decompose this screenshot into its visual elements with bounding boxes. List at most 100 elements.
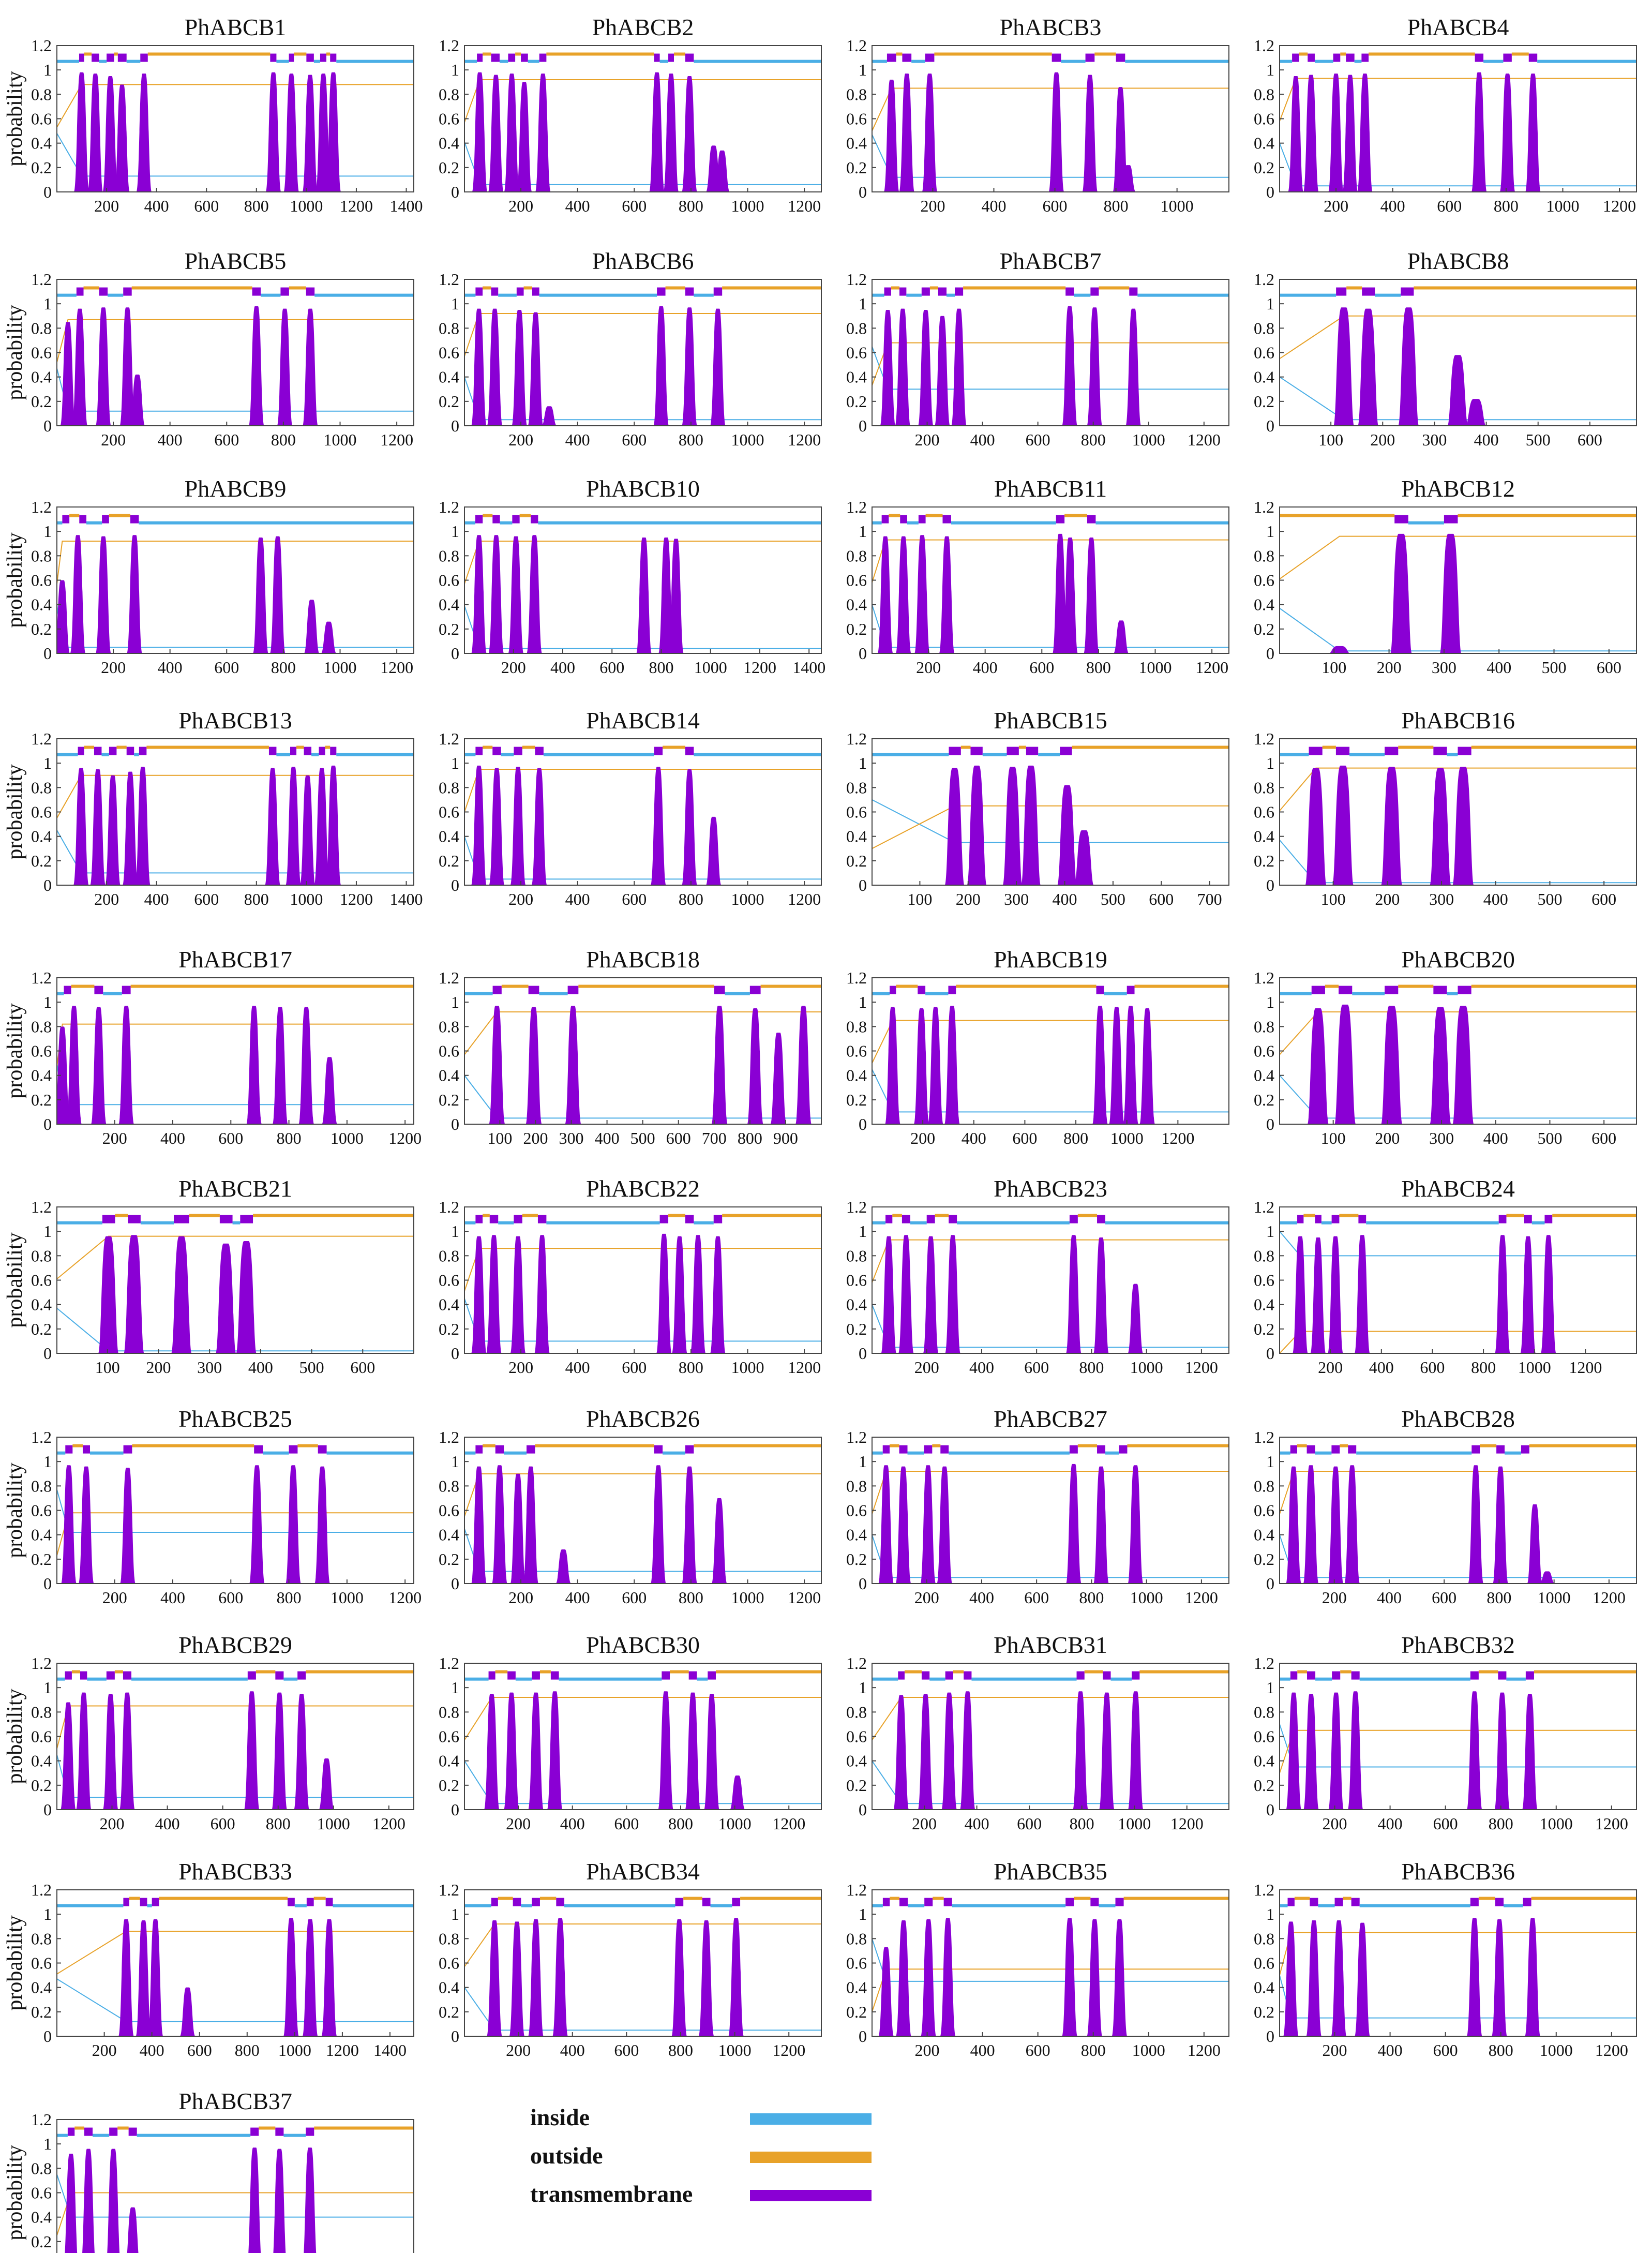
x-tick-label: 500: [1526, 430, 1551, 449]
x-tick-label: 700: [1197, 890, 1222, 908]
topology-tm-segment: [117, 53, 127, 62]
y-tick-label: 0.8: [439, 778, 459, 797]
topology-tm-segment: [139, 747, 147, 755]
y-tick-label: 0.4: [1254, 1295, 1274, 1314]
topology-outside-segment: [1414, 286, 1636, 290]
tm-peak: [531, 768, 547, 885]
y-tick-label: 0.8: [846, 85, 867, 103]
topology-inside-segment: [1280, 1904, 1288, 1907]
y-tick-label: 1.2: [439, 36, 459, 55]
topology-tm-segment: [528, 986, 539, 994]
topology-outside-segment: [1340, 52, 1346, 56]
tm-peak: [273, 2148, 286, 2253]
topology-outside-segment: [253, 1214, 414, 1217]
y-tick-label: 0.8: [31, 319, 52, 337]
y-tick-label: 0.2: [846, 1091, 867, 1109]
topology-inside-segment: [101, 753, 109, 756]
y-tick-label: 1.2: [846, 1198, 867, 1216]
topology-tm-segment: [1496, 1445, 1505, 1454]
topology-tm-segment: [1076, 1671, 1085, 1680]
y-tick-label: 0.6: [31, 2184, 52, 2202]
x-tick-label: 400: [970, 2041, 995, 2060]
tm-peak: [1057, 785, 1077, 885]
x-tick-label: 900: [773, 1129, 798, 1147]
x-tick-label: 200: [956, 890, 981, 908]
tm-peak: [319, 1758, 335, 1810]
y-tick-label: 0.6: [1254, 1727, 1274, 1746]
tm-peak: [685, 1692, 701, 1810]
tm-peak: [321, 621, 337, 653]
chart-title: PhABCB6: [592, 248, 694, 274]
x-tick-label: 600: [1591, 1129, 1616, 1147]
topology-tm-segment: [1026, 747, 1039, 755]
y-tick-label: 0.4: [1254, 827, 1274, 846]
topology-tm-segment: [714, 986, 725, 994]
chart-title: PhABCB20: [1401, 946, 1515, 973]
chart-PhABCB26: PhABCB26 0 0.2 0.4 0.6 0.8 1 1.2 200 400 600 800 100…: [439, 1406, 822, 1607]
x-tick-label: 200: [1375, 890, 1400, 908]
plot-frame: [56, 977, 414, 1125]
topology-inside-segment: [1280, 1677, 1290, 1681]
y-tick-label: 0.4: [31, 827, 52, 846]
topology-inside-segment: [907, 521, 919, 525]
topology-inside-segment: [108, 293, 124, 297]
tm-peak: [1332, 765, 1354, 885]
topology-tm-segment: [949, 1215, 957, 1224]
x-tick-label: 700: [702, 1129, 727, 1147]
y-tick-label: 0: [451, 2027, 459, 2046]
topology-outside-segment: [523, 286, 532, 290]
topology-inside-segment: [504, 1451, 527, 1455]
tm-peak: [541, 406, 557, 426]
y-tick-label: 0: [859, 1344, 867, 1363]
topology-tm-segment: [1007, 747, 1019, 755]
inside-probability-line: [57, 604, 414, 648]
tm-peak: [70, 535, 86, 653]
topology-inside-segment: [906, 293, 922, 297]
tm-peak: [658, 537, 674, 653]
y-tick-label: 0: [43, 2027, 52, 2046]
x-tick-label: 1200: [788, 1358, 821, 1377]
tm-peak: [1123, 1006, 1139, 1124]
x-tick-label: 1000: [1118, 1814, 1151, 1833]
tm-peak: [898, 1235, 914, 1353]
topology-inside-segment: [1315, 1451, 1332, 1455]
topology-tm-segment: [330, 53, 337, 62]
tm-peak: [1331, 1920, 1347, 2036]
tm-peak: [302, 308, 318, 426]
x-tick-label: 800: [235, 2041, 260, 2060]
tm-peak: [1128, 1691, 1144, 1810]
chart-title: PhABCB2: [592, 14, 694, 40]
chart-title: PhABCB30: [586, 1632, 700, 1658]
topology-tm-segment: [1362, 287, 1375, 296]
y-tick-label: 0.2: [846, 2003, 867, 2021]
y-tick-label: 0.2: [1254, 2003, 1274, 2021]
tm-peak: [528, 1919, 544, 2036]
tm-peak: [937, 1466, 953, 1584]
topology-inside-segment: [57, 992, 64, 995]
x-tick-label: 1200: [788, 890, 821, 908]
chart-PhABCB35: PhABCB35 0 0.2 0.4 0.6 0.8 1 1.2 200 400 600 800 100…: [846, 1858, 1229, 2060]
topology-outside-segment: [1506, 1214, 1524, 1217]
topology-inside-segment: [131, 1677, 248, 1681]
tm-peak: [934, 316, 950, 426]
y-tick-label: 0.6: [31, 571, 52, 590]
plot-frame: [464, 45, 822, 192]
tm-peak: [1112, 1919, 1128, 2036]
tm-peak: [1357, 73, 1373, 192]
tm-peak: [73, 72, 89, 192]
y-tick-label: 0.8: [439, 1703, 459, 1721]
x-tick-label: 100: [487, 1129, 512, 1147]
x-tick-label: 300: [197, 1358, 222, 1377]
topology-tm-segment: [708, 1671, 716, 1680]
topology-inside-segment: [232, 1221, 241, 1225]
tm-peak: [76, 1692, 92, 1810]
topology-inside-segment: [498, 1221, 514, 1225]
topology-inside-segment: [1105, 1451, 1119, 1455]
y-tick-label: 0.2: [439, 1776, 459, 1795]
plot-area: [1280, 52, 1636, 192]
x-tick-label: 1000: [1139, 658, 1172, 677]
tm-peak: [1305, 768, 1327, 885]
topology-outside-segment: [515, 52, 521, 56]
tm-peak: [1113, 620, 1129, 653]
topology-outside-segment: [925, 514, 943, 517]
